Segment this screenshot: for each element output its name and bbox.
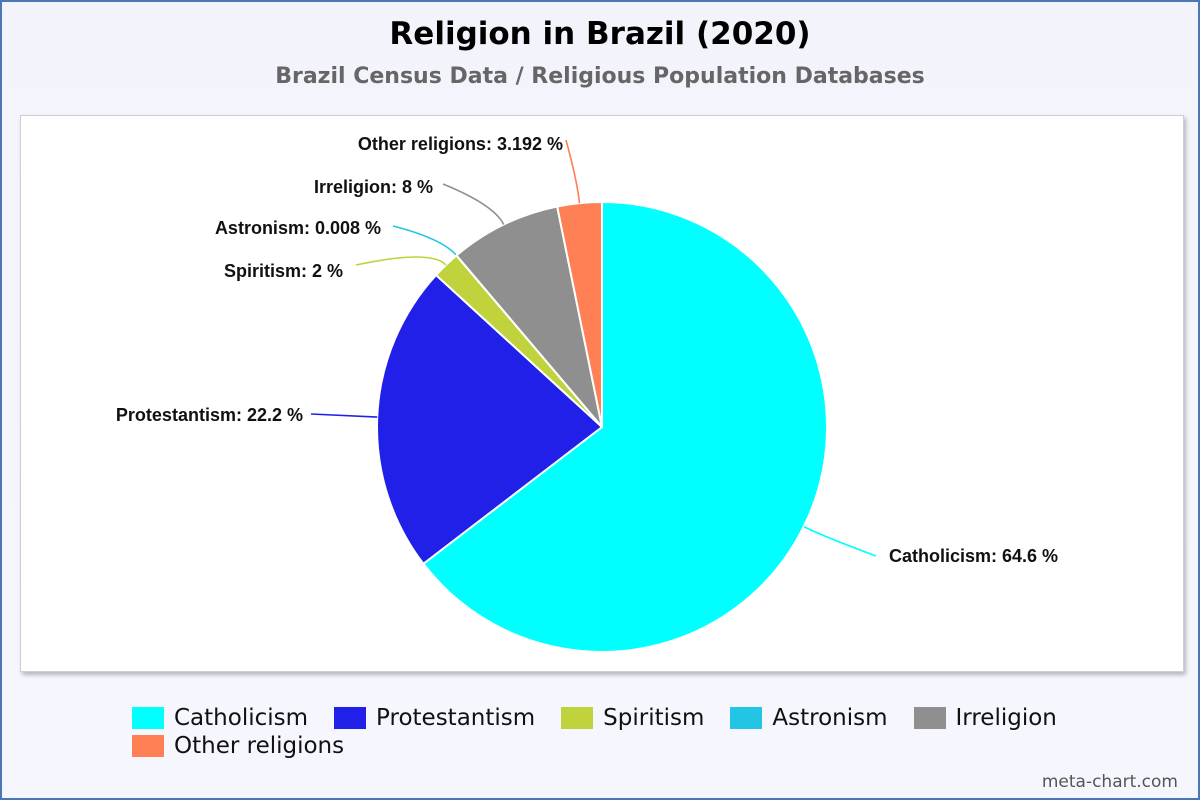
data-label-protestantism: Protestantism: 22.2 % bbox=[116, 405, 303, 425]
data-label-irreligion: Irreligion: 8 % bbox=[314, 177, 433, 197]
leader-line-spiritism bbox=[355, 256, 447, 266]
legend-label: Irreligion bbox=[955, 705, 1057, 731]
chart-title: Religion in Brazil (2020) bbox=[389, 16, 811, 52]
leader-line-other-religions bbox=[565, 139, 581, 204]
plot-area: Catholicism: 64.6 % Protestantism: 22.2 %… bbox=[20, 115, 1184, 672]
data-label-catholicism: Catholicism: 64.6 % bbox=[889, 546, 1058, 566]
pie-slice-other-religions[interactable] bbox=[555, 200, 603, 428]
legend-label: Spiritism bbox=[603, 705, 705, 731]
legend-item-irreligion[interactable]: Irreligion bbox=[913, 705, 1057, 731]
legend-label: Catholicism bbox=[174, 705, 309, 731]
legend-label: Astronism bbox=[772, 705, 888, 731]
pie-slice-irreligion[interactable] bbox=[455, 205, 603, 428]
legend-item-other-religions[interactable]: Other religions bbox=[132, 733, 345, 759]
legend-item-astronism[interactable]: Astronism bbox=[730, 705, 888, 731]
pie-chart: Catholicism: 64.6 % Protestantism: 22.2 %… bbox=[116, 134, 1058, 653]
legend-swatch bbox=[132, 735, 164, 757]
pie-slice-protestantism[interactable] bbox=[376, 273, 604, 566]
watermark: meta-chart.com bbox=[1041, 772, 1178, 792]
legend-swatch bbox=[132, 707, 164, 729]
leader-line-catholicism bbox=[803, 525, 877, 557]
legend-label: Other religions bbox=[174, 733, 345, 759]
legend-item-catholicism[interactable]: Catholicism bbox=[132, 705, 309, 731]
legend-swatch bbox=[561, 707, 594, 729]
legend-label: Protestantism bbox=[376, 705, 536, 731]
legend-swatch bbox=[334, 707, 367, 729]
legend-swatch bbox=[730, 707, 763, 729]
chart-subtitle: Brazil Census Data / Religious Populatio… bbox=[275, 64, 925, 89]
legend-item-spiritism[interactable]: Spiritism bbox=[561, 705, 705, 731]
data-label-spiritism: Spiritism: 2 % bbox=[224, 261, 343, 281]
legend: Catholicism Protestantism Spiritism Astroni… bbox=[132, 705, 1132, 759]
data-label-astronism: Astronism: 0.008 % bbox=[215, 218, 381, 238]
legend-swatch bbox=[913, 707, 946, 729]
legend-item-protestantism[interactable]: Protestantism bbox=[334, 705, 536, 731]
leader-line-protestantism bbox=[310, 413, 378, 418]
data-label-other-religions: Other religions: 3.192 % bbox=[358, 134, 563, 154]
leader-line-irreligion bbox=[442, 183, 505, 225]
leader-line-astronism bbox=[392, 225, 458, 256]
